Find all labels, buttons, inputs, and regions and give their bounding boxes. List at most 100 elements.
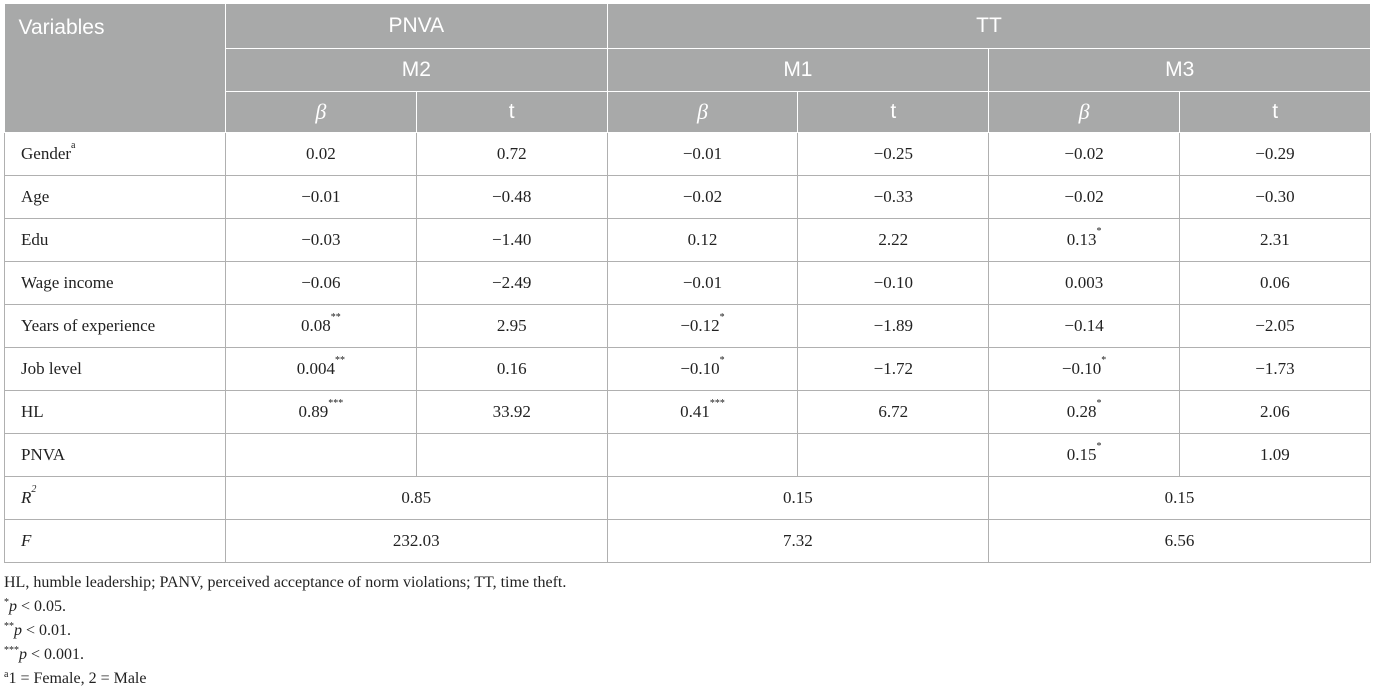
cell-m2-beta: 0.89*** [225,390,417,434]
value: −0.12 [680,316,720,335]
value: 0.28 [1066,402,1097,421]
header-m2-beta: β [225,91,417,133]
value: −0.02 [1064,144,1104,163]
sig-mark: * [719,355,725,366]
value: 0.12 [687,230,718,249]
value: −0.01 [682,144,723,163]
cell-m3-t: 2.06 [1179,390,1371,434]
note-text: < 0.01. [22,622,72,639]
row-label-sup: a [71,140,76,151]
value: −0.01 [301,187,341,206]
cell-m3-t: 0.06 [1179,261,1371,305]
cell-m1-beta: −0.12* [606,304,799,348]
cell-m3-beta: −0.14 [988,304,1180,348]
header-m3-beta: β [988,91,1180,133]
cell-m2-t: 2.95 [415,304,608,348]
header-m1-t: t [797,91,990,133]
cell-m3-t: −2.05 [1179,304,1371,348]
row-label: PNVA [4,433,226,477]
header-model-m3: M3 [988,48,1371,92]
cell-m1-t: −0.25 [797,132,990,176]
cell-m3-t: 2.31 [1179,218,1371,262]
cell-m2-t: 0.72 [415,132,608,176]
cell-m3-beta: −0.10* [988,347,1180,391]
cell-m3-beta: 0.28* [988,390,1180,434]
row-label-text: Job level [21,359,82,378]
cell-m3-t: 1.09 [1179,433,1371,477]
value: 0.003 [1064,273,1104,292]
table-row: Age −0.01 −0.48 −0.02 −0.33 −0.02 −0.30 [4,175,1371,219]
table-row: HL 0.89*** 33.92 0.41*** 6.72 0.28* 2.06 [4,390,1371,434]
row-label: Gendera [4,132,226,176]
header-variables: Variables [4,4,226,133]
value: 0.15 [1066,445,1097,464]
cell-m1-beta: −0.01 [606,261,799,305]
cell-m1-beta [606,433,799,477]
cell-m2-beta: −0.03 [225,218,417,262]
cell-m1-beta: −0.10* [606,347,799,391]
cell-m1-t: −0.10 [797,261,990,305]
value: −0.02 [1064,187,1104,206]
cell-m3-beta: 0.15* [988,433,1180,477]
value: −0.06 [301,273,341,292]
header-m3-t: t [1179,91,1371,133]
value: −0.10 [680,359,720,378]
row-label: Edu [4,218,226,262]
row-label-text: Age [21,187,50,206]
header-group-pnva: PNVA [225,4,608,49]
note-p001: ***p < 0.001. [4,643,566,667]
sig-mark: *** [709,398,725,409]
note-mark: ** [4,621,14,632]
row-label-text: Years of experience [21,316,156,335]
cell-m3-beta: −0.02 [988,132,1180,176]
cell-m2-t [415,433,608,477]
table-row-f: F 232.03 7.32 6.56 [4,519,1371,563]
sig-mark: ** [335,355,346,366]
row-label-text: Wage income [21,273,114,292]
value: −0.02 [682,187,723,206]
cell-f-m2: 232.03 [225,519,608,563]
sig-mark: * [1096,398,1102,409]
value: 0.02 [306,144,336,163]
value: 0.13 [1066,230,1097,249]
sig-mark: *** [328,398,344,409]
header-m1-beta: β [607,91,799,133]
row-label-text: PNVA [21,445,66,464]
cell-m2-t: 33.92 [415,390,608,434]
table-row: Years of experience 0.08** 2.95 −0.12* −… [4,304,1371,348]
cell-m2-beta: −0.01 [225,175,417,219]
cell-m1-t: 6.72 [797,390,990,434]
value: −0.14 [1064,316,1104,335]
sig-mark: * [1101,355,1107,366]
value: 0.41 [680,402,710,421]
note-p: p [14,622,22,639]
cell-m1-beta: 0.12 [606,218,799,262]
sig-mark: * [1096,441,1102,452]
cell-m2-t: −1.40 [415,218,608,262]
value: −0.10 [1061,359,1102,378]
header-group-tt: TT [607,4,1371,49]
value: −0.03 [301,230,341,249]
cell-m3-t: −0.30 [1179,175,1371,219]
cell-m2-t: −2.49 [415,261,608,305]
note-gender: a1 = Female, 2 = Male [4,667,566,691]
note-mark: a [4,669,9,680]
cell-m1-t: −1.72 [797,347,990,391]
row-label-f: F [4,519,226,563]
cell-m3-beta: 0.003 [988,261,1180,305]
row-label: Years of experience [4,304,226,348]
note-p: p [19,646,27,663]
cell-m1-t: −1.89 [797,304,990,348]
table-notes: HL, humble leadership; PANV, perceived a… [4,571,566,691]
cell-m2-t: 0.16 [415,347,608,391]
note-p05: *p < 0.05. [4,595,566,619]
table-header: Variables PNVA TT M2 M1 M3 β t β t β t [4,4,1371,133]
row-label: Wage income [4,261,226,305]
cell-m1-t [797,433,990,477]
note-text: < 0.001. [27,646,85,663]
value: −0.01 [682,273,723,292]
table-row: Wage income −0.06 −2.49 −0.01 −0.10 0.00… [4,261,1371,305]
sig-mark: * [719,312,725,323]
cell-m2-beta: −0.06 [225,261,417,305]
note-mark: * [4,597,9,608]
